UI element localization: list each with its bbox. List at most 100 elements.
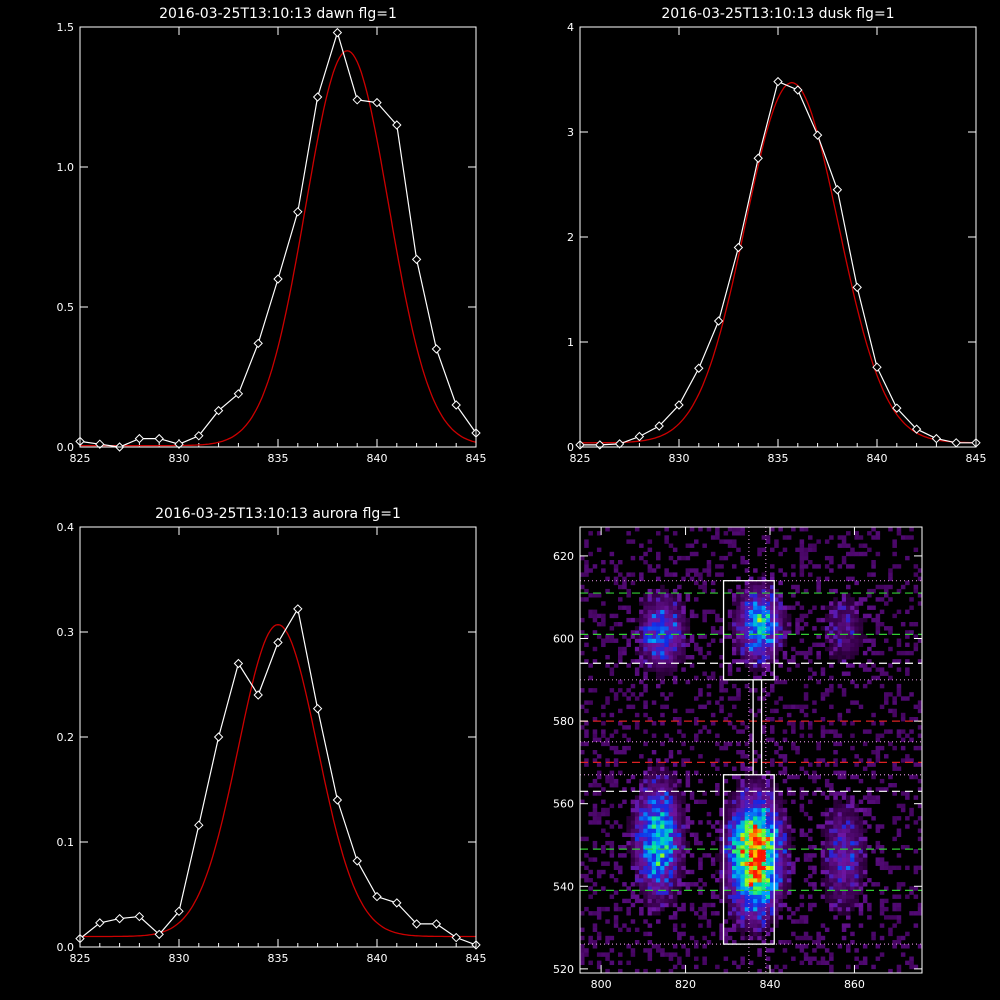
- heatmap-cell: [647, 873, 653, 879]
- heatmap-cell: [647, 898, 653, 904]
- heatmap-cell: [588, 935, 593, 941]
- heatmap-cell: [634, 820, 640, 825]
- heatmap-cell: [774, 816, 779, 821]
- heatmap-cell: [732, 683, 737, 689]
- heatmap-cell: [664, 593, 669, 598]
- heatmap-cell: [829, 688, 834, 693]
- heatmap-cell: [710, 911, 716, 916]
- heatmap-cell: [596, 783, 602, 788]
- heatmap-cell: [727, 861, 733, 866]
- heatmap-cell: [681, 857, 686, 862]
- heatmap-cell: [837, 774, 843, 780]
- heatmap-cell: [858, 845, 864, 850]
- heatmap-cell: [668, 791, 674, 796]
- heatmap-cell: [677, 878, 682, 883]
- heatmap-cell: [601, 869, 606, 875]
- heatmap-cell: [651, 617, 657, 623]
- heatmap-cell: [626, 593, 631, 598]
- heatmap-cell: [647, 601, 653, 606]
- data-line: [79, 607, 477, 946]
- heatmap-cell: [647, 717, 653, 722]
- heatmap-cell: [782, 828, 788, 833]
- heatmap-cell: [677, 845, 682, 850]
- heatmap-cell: [660, 795, 665, 800]
- heatmap-cell: [841, 671, 847, 676]
- heatmap-cell: [824, 688, 830, 693]
- heatmap-cell: [782, 902, 788, 908]
- heatmap-cell: [677, 617, 682, 623]
- heatmap-cell: [858, 960, 864, 966]
- heatmap-cell: [732, 622, 737, 627]
- heatmap-cell: [765, 655, 771, 660]
- heatmap-cell: [841, 539, 847, 544]
- heatmap-cell: [858, 869, 864, 875]
- heatmap-cell: [862, 840, 868, 846]
- heatmap-cell: [757, 584, 762, 590]
- heatmap-cell: [748, 774, 754, 780]
- heatmap-cell: [732, 642, 737, 648]
- heatmap-cell: [829, 882, 834, 887]
- heatmap-cell: [736, 898, 741, 904]
- heatmap-cell: [668, 787, 674, 792]
- heatmap-cell: [643, 882, 648, 887]
- heatmap-cell: [715, 853, 720, 858]
- heatmap-cell: [651, 811, 657, 817]
- heatmap-cell: [664, 609, 669, 615]
- heatmap-cell: [791, 774, 796, 780]
- heatmap-cell: [622, 882, 627, 887]
- heatmap-cell: [664, 787, 669, 792]
- heatmap-cell: [896, 688, 902, 693]
- heatmap-cell: [808, 816, 813, 821]
- heatmap-cell: [651, 944, 657, 949]
- x-tick-label: 800: [591, 978, 612, 991]
- fit-curve: [80, 50, 477, 447]
- heatmap-cell: [905, 659, 910, 664]
- heatmap-cell: [651, 642, 657, 648]
- heatmap-cell: [753, 655, 758, 660]
- heatmap-cell: [824, 692, 830, 697]
- heatmap-cell: [778, 820, 783, 825]
- heatmap-cell: [808, 609, 813, 615]
- heatmap-cell: [723, 919, 729, 924]
- heatmap-cell: [601, 638, 606, 643]
- heatmap-cell: [702, 902, 707, 908]
- data-point: [134, 433, 145, 444]
- heatmap-cell: [706, 572, 712, 577]
- heatmap-cell: [837, 890, 843, 895]
- heatmap-cell: [858, 617, 864, 623]
- heatmap-cell: [799, 547, 805, 553]
- heatmap-cell: [723, 679, 729, 685]
- heatmap-cell: [795, 919, 800, 924]
- heatmap-cell: [732, 543, 737, 548]
- heatmap-cell: [592, 564, 598, 569]
- heatmap-cell: [672, 650, 678, 656]
- heatmap-cell: [681, 861, 686, 866]
- heatmap-cell: [668, 692, 674, 697]
- heatmap-cell: [732, 539, 737, 544]
- heatmap-cell: [913, 911, 919, 916]
- heatmap-cell: [626, 745, 631, 751]
- heatmap-cell: [786, 791, 792, 796]
- heatmap-cell: [643, 873, 648, 879]
- heatmap-cell: [698, 688, 703, 693]
- heatmap-cell: [909, 890, 914, 895]
- heatmap-cell: [723, 778, 729, 784]
- heatmap-cell: [850, 613, 855, 619]
- heatmap-cell: [841, 861, 847, 866]
- heatmap-cell: [875, 758, 881, 763]
- heatmap-cell: [824, 778, 830, 784]
- heatmap-cell: [786, 774, 792, 780]
- heatmap-cell: [677, 597, 682, 602]
- heatmap-cell: [913, 584, 919, 590]
- heatmap-cell: [677, 642, 682, 648]
- heatmap-cell: [660, 667, 665, 672]
- heatmap-cell: [715, 820, 720, 825]
- heatmap-cell: [757, 948, 762, 953]
- heatmap-cell: [740, 593, 745, 598]
- heatmap-cell: [702, 915, 707, 920]
- heatmap-cell: [820, 832, 826, 838]
- heatmap-cell: [757, 873, 762, 879]
- heatmap-cell: [761, 778, 767, 784]
- heatmap-cell: [858, 865, 864, 871]
- heatmap-cell: [719, 882, 724, 887]
